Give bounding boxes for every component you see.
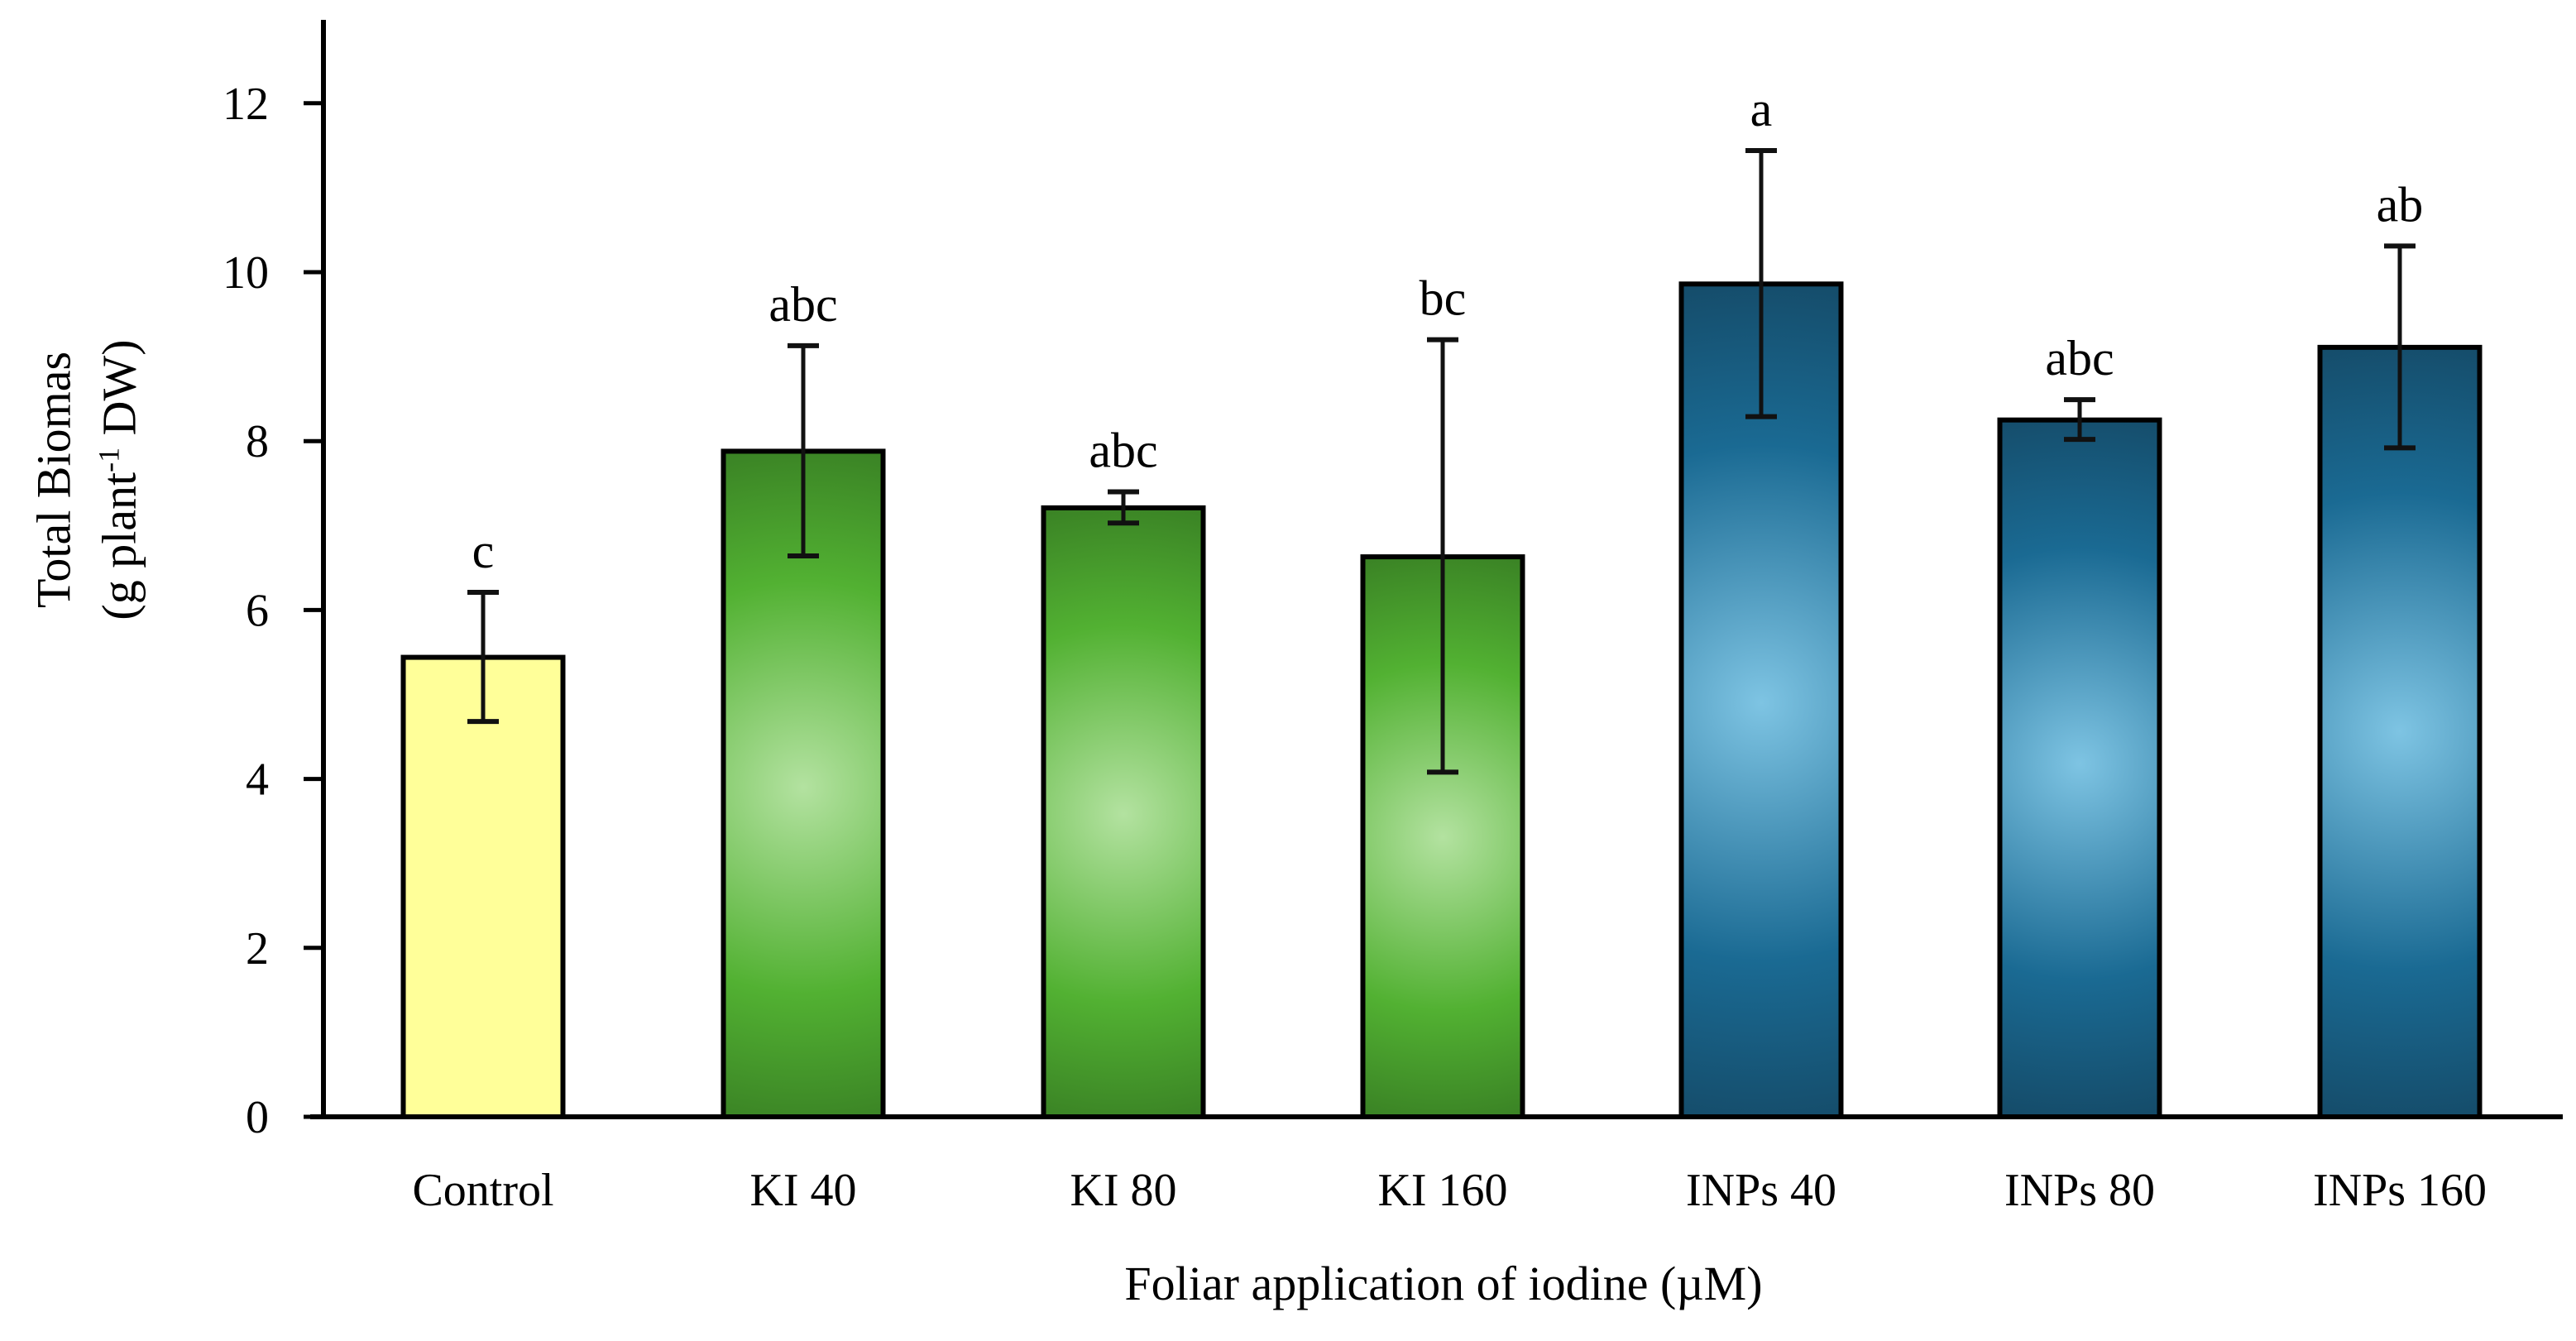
significance-letter: ab	[2377, 177, 2424, 232]
error-bar	[467, 589, 499, 725]
x-tick-label: KI 160	[1377, 1165, 1507, 1216]
x-tick-label: KI 40	[749, 1165, 856, 1216]
y-tick-label: 4	[246, 754, 269, 806]
y-tick-label: 10	[223, 247, 269, 299]
bars-layer	[400, 147, 2483, 1119]
significance-letter: abc	[768, 277, 837, 332]
error-bar	[2384, 243, 2416, 451]
error-bar	[1108, 489, 1139, 526]
y-tick-label: 8	[246, 416, 269, 467]
y-axis-title-line2: (g plant-1 DW)	[92, 339, 146, 620]
significance-letter: bc	[1420, 271, 1467, 326]
x-axis-title: Foliar application of iodine (µM)	[1124, 1257, 1763, 1310]
y-tick-label: 2	[246, 923, 269, 975]
y-tick-label: 6	[246, 585, 269, 636]
error-bar	[1745, 147, 1777, 419]
x-tick-label: Control	[412, 1165, 553, 1216]
bar-inps-80	[1997, 417, 2162, 1119]
bar-ki-80	[1041, 505, 1206, 1119]
significance-letter: abc	[1089, 423, 1157, 477]
labels-layer: c Control abc KI 40 abc KI 80 bc KI 160 a INPs 40…	[223, 79, 2487, 1216]
x-tick-label: KI 80	[1070, 1165, 1176, 1216]
significance-letter: a	[1750, 82, 1773, 136]
y-tick-label: 0	[246, 1092, 269, 1143]
significance-letter: abc	[2045, 331, 2114, 386]
axes-layer	[304, 20, 2563, 1119]
x-tick-label: INPs 40	[1686, 1165, 1836, 1216]
y-tick-label: 12	[223, 79, 269, 130]
x-tick-label: INPs 80	[2004, 1165, 2155, 1216]
error-bar	[1427, 337, 1458, 775]
error-bar	[788, 342, 819, 559]
error-bar	[2064, 397, 2095, 443]
y-axis-title-line1: Total Biomas	[26, 351, 81, 609]
bar-control	[400, 654, 566, 1119]
significance-letter: c	[472, 524, 495, 578]
bar-inps-160	[2317, 344, 2483, 1119]
x-tick-label: INPs 160	[2313, 1165, 2487, 1216]
